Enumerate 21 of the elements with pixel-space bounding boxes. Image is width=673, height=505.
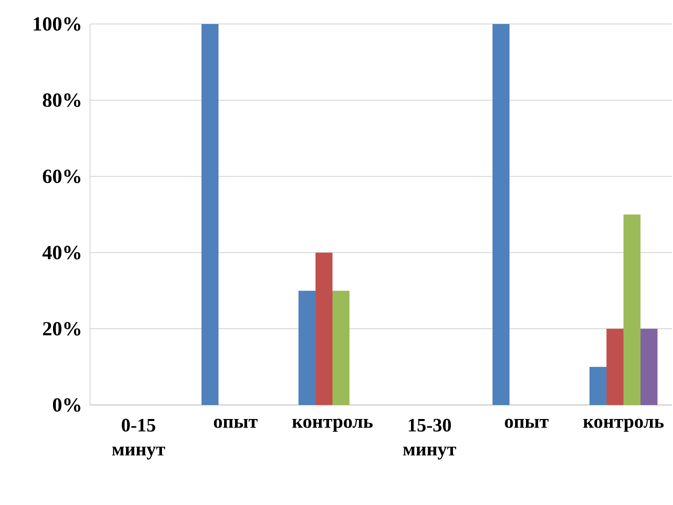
x-tick-label: 15-30 минут — [403, 418, 456, 460]
bar — [640, 328, 658, 405]
x-tick-label: контроль — [292, 418, 373, 432]
y-tick-label: 20% — [43, 322, 80, 336]
bar — [492, 24, 510, 405]
x-tick-label: 0-15 минут — [112, 418, 166, 460]
x-tick-label: опыт — [214, 418, 258, 428]
y-tick-label: 60% — [42, 170, 80, 184]
bar — [589, 366, 606, 405]
x-tick-label: контроль — [583, 418, 664, 432]
bar — [623, 214, 640, 405]
bar — [298, 290, 316, 405]
x-tick-label: опыт — [504, 418, 549, 428]
y-tick-label: 80% — [42, 93, 80, 107]
bar — [315, 252, 332, 405]
y-tick-label: 100% — [34, 17, 80, 31]
y-tick-label: 0% — [52, 398, 80, 412]
bar — [332, 290, 350, 405]
bar — [202, 24, 218, 405]
bar — [606, 328, 624, 405]
y-tick-label: 40% — [42, 246, 80, 260]
